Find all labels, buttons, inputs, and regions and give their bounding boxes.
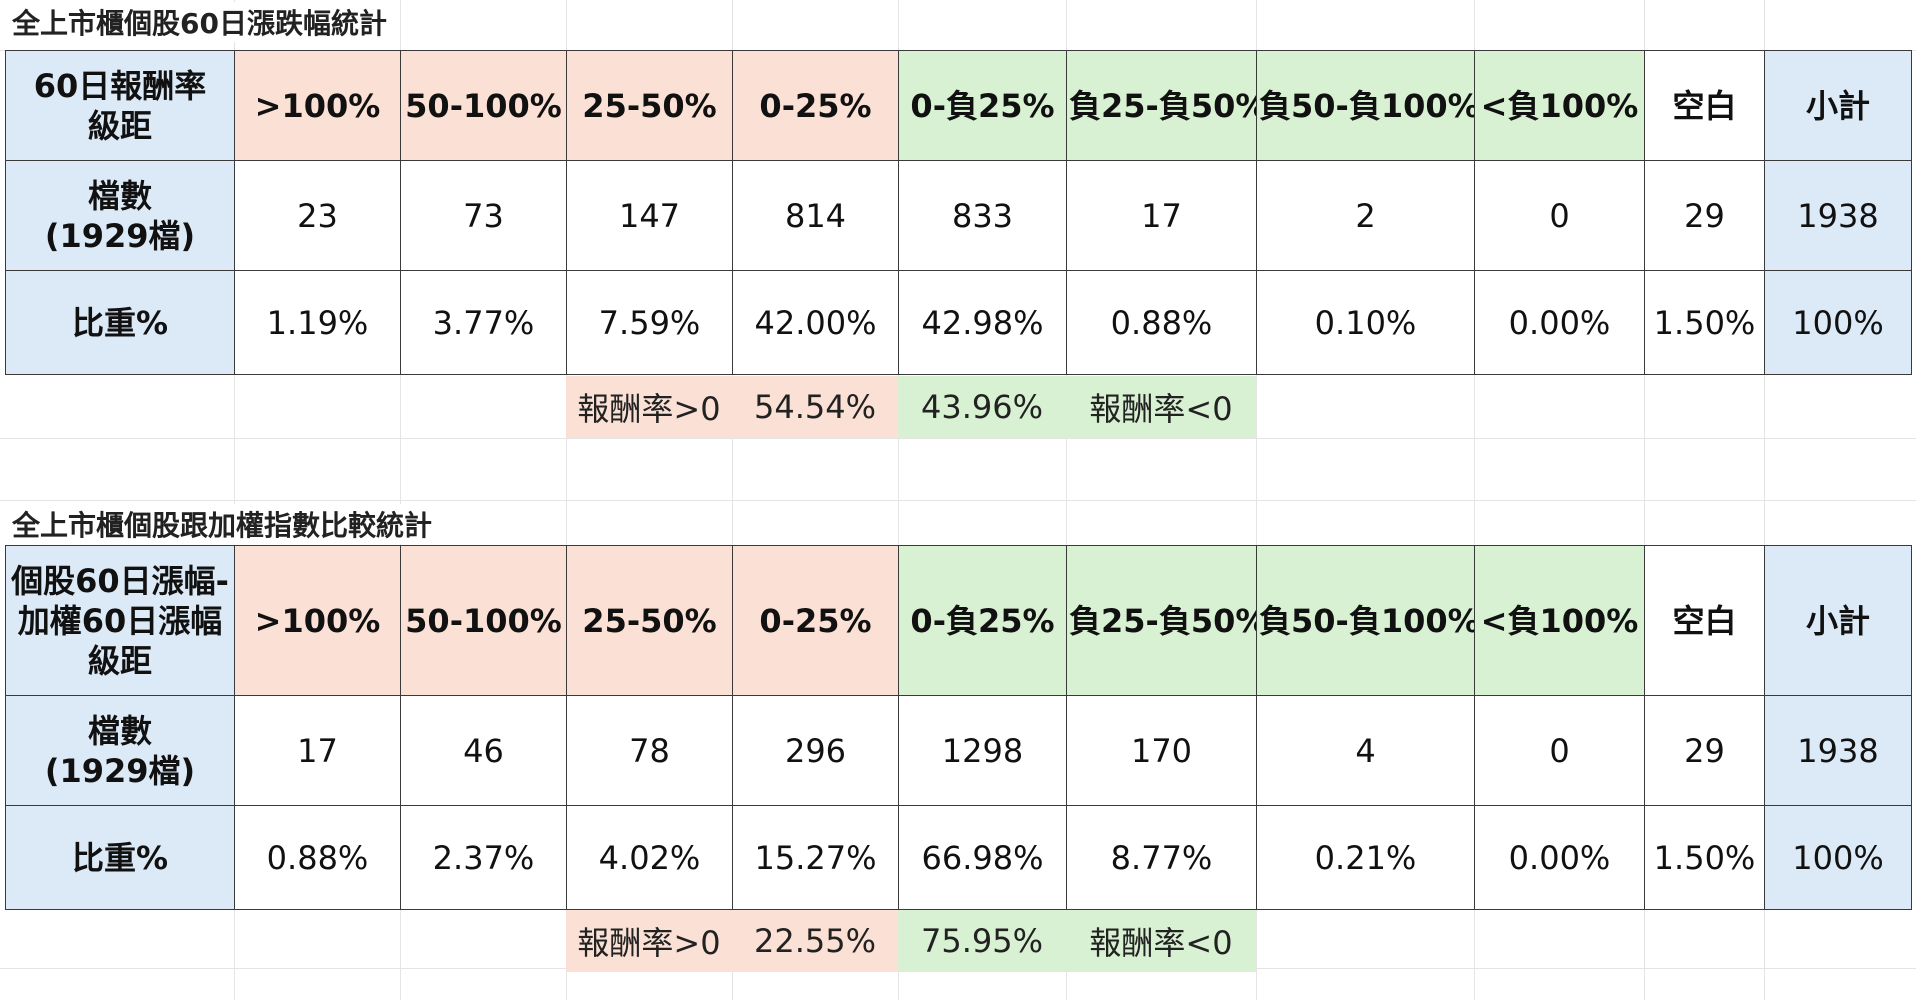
table-cell: 1.50% — [1644, 270, 1765, 375]
table1-pct-label: 比重% — [5, 270, 235, 375]
table2-summary-neg-label: 報酬率<0 — [1066, 910, 1256, 972]
table-cell: 170 — [1066, 695, 1257, 806]
table1-range-label: 60日報酬率 級距 — [5, 50, 235, 161]
table-cell: 17 — [234, 695, 401, 806]
col-header-gt100: >100% — [234, 545, 401, 696]
table2-pct-row: 比重% 0.88% 2.37% 4.02% 15.27% 66.98% 8.77… — [5, 805, 1912, 910]
table2-count-label: 檔數 (1929檔) — [5, 695, 235, 806]
table-cell: 66.98% — [898, 805, 1067, 910]
col-header-blank: 空白 — [1644, 50, 1765, 161]
table-cell: 0.10% — [1256, 270, 1475, 375]
table-cell: 15.27% — [732, 805, 899, 910]
table-cell: 0 — [1474, 160, 1645, 271]
col-header-0-neg25: 0-負25% — [898, 545, 1067, 696]
col-header-lt-neg100: <負100% — [1474, 50, 1645, 161]
table-cell: 833 — [898, 160, 1067, 271]
table1-summary-neg-value: 43.96% — [898, 376, 1066, 438]
table2-range-label: 個股60日漲幅- 加權60日漲幅 級距 — [5, 545, 235, 696]
table-cell: 4 — [1256, 695, 1475, 806]
table-cell: 147 — [566, 160, 733, 271]
table1-pct-row: 比重% 1.19% 3.77% 7.59% 42.00% 42.98% 0.88… — [5, 270, 1912, 375]
table-cell: 0 — [1474, 695, 1645, 806]
table-cell: 3.77% — [400, 270, 567, 375]
table2-summary-pos-value: 22.55% — [732, 910, 898, 972]
table2: 個股60日漲幅- 加權60日漲幅 級距 >100% 50-100% 25-50%… — [5, 545, 1912, 910]
col-header-neg50-neg100: 負50-負100% — [1256, 50, 1475, 161]
table-cell: 42.00% — [732, 270, 899, 375]
col-header-gt100: >100% — [234, 50, 401, 161]
table-cell: 2.37% — [400, 805, 567, 910]
table2-pct-total: 100% — [1764, 805, 1912, 910]
col-header-subtotal: 小計 — [1764, 50, 1912, 161]
table-cell: 29 — [1644, 695, 1765, 806]
table-cell: 17 — [1066, 160, 1257, 271]
table1-count-label-text: 檔數 (1929檔) — [44, 176, 196, 255]
table-cell: 0.21% — [1256, 805, 1475, 910]
table-cell: 4.02% — [566, 805, 733, 910]
table1-title: 全上市櫃個股60日漲跌幅統計 — [12, 2, 393, 42]
table2-summary-neg-value: 75.95% — [898, 910, 1066, 972]
table1-range-label-text: 60日報酬率 級距 — [33, 66, 207, 145]
table-cell: 42.98% — [898, 270, 1067, 375]
table-cell: 0.00% — [1474, 270, 1645, 375]
table-cell: 296 — [732, 695, 899, 806]
table-cell: 1.19% — [234, 270, 401, 375]
col-header-lt-neg100: <負100% — [1474, 545, 1645, 696]
table-cell: 7.59% — [566, 270, 733, 375]
col-header-neg25-neg50: 負25-負50% — [1066, 545, 1257, 696]
col-header-0-neg25: 0-負25% — [898, 50, 1067, 161]
table1-count-total: 1938 — [1764, 160, 1912, 271]
table-cell: 29 — [1644, 160, 1765, 271]
table2-count-total: 1938 — [1764, 695, 1912, 806]
table-cell: 78 — [566, 695, 733, 806]
col-header-25-50: 25-50% — [566, 50, 733, 161]
table-cell: 0.00% — [1474, 805, 1645, 910]
col-header-blank: 空白 — [1644, 545, 1765, 696]
col-header-25-50: 25-50% — [566, 545, 733, 696]
col-header-neg25-neg50: 負25-負50% — [1066, 50, 1257, 161]
table-cell: 73 — [400, 160, 567, 271]
col-header-0-25: 0-25% — [732, 545, 899, 696]
table-cell: 46 — [400, 695, 567, 806]
table2-summary-pos-label: 報酬率>0 — [566, 910, 732, 972]
table2-title: 全上市櫃個股跟加權指數比較統計 — [12, 504, 439, 544]
table2-pct-label: 比重% — [5, 805, 235, 910]
col-header-50-100: 50-100% — [400, 545, 567, 696]
table-cell: 814 — [732, 160, 899, 271]
col-header-neg50-neg100: 負50-負100% — [1256, 545, 1475, 696]
table-cell: 1298 — [898, 695, 1067, 806]
table1: 60日報酬率 級距 >100% 50-100% 25-50% 0-25% 0-負… — [5, 50, 1912, 375]
table1-summary-pos-label: 報酬率>0 — [566, 376, 732, 438]
table-cell: 2 — [1256, 160, 1475, 271]
col-header-50-100: 50-100% — [400, 50, 567, 161]
col-header-subtotal: 小計 — [1764, 545, 1912, 696]
table2-count-label-text: 檔數 (1929檔) — [44, 711, 196, 790]
table1-pct-total: 100% — [1764, 270, 1912, 375]
table1-summary-pos-value: 54.54% — [732, 376, 898, 438]
table-cell: 0.88% — [234, 805, 401, 910]
table-cell: 8.77% — [1066, 805, 1257, 910]
table2-header-row: 個股60日漲幅- 加權60日漲幅 級距 >100% 50-100% 25-50%… — [5, 545, 1912, 696]
table-cell: 0.88% — [1066, 270, 1257, 375]
table2-count-row: 檔數 (1929檔) 17 46 78 296 1298 170 4 0 29 … — [5, 695, 1912, 806]
table-cell: 1.50% — [1644, 805, 1765, 910]
table1-count-row: 檔數 (1929檔) 23 73 147 814 833 17 2 0 29 1… — [5, 160, 1912, 271]
table1-summary-neg-label: 報酬率<0 — [1066, 376, 1256, 438]
col-header-0-25: 0-25% — [732, 50, 899, 161]
table1-header-row: 60日報酬率 級距 >100% 50-100% 25-50% 0-25% 0-負… — [5, 50, 1912, 161]
table1-count-label: 檔數 (1929檔) — [5, 160, 235, 271]
table2-range-label-text: 個股60日漲幅- 加權60日漲幅 級距 — [11, 561, 229, 680]
table-cell: 23 — [234, 160, 401, 271]
